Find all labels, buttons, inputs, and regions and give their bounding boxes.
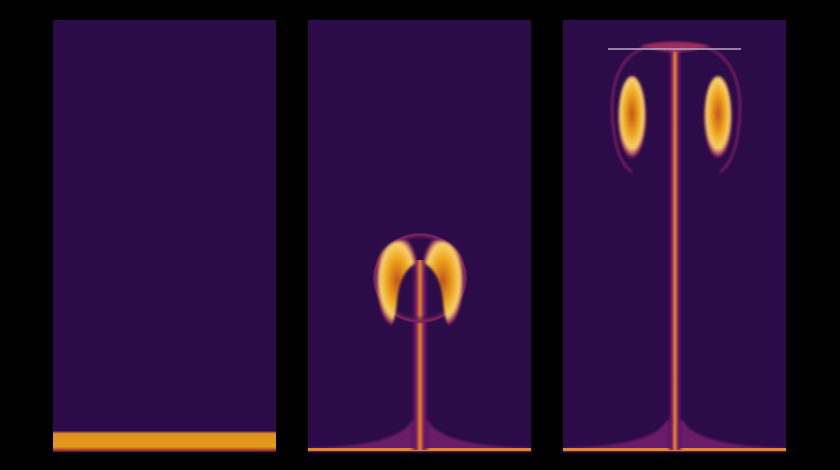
right-lobe [422,240,464,330]
panel-field [53,20,276,452]
plume-head [376,240,464,330]
hot-layer [53,431,276,452]
left-lobe [376,240,418,330]
panel-middle [308,20,531,452]
plume-head [618,76,732,160]
plume-stem [667,48,683,450]
left-lobe [618,76,646,160]
panel-final [563,20,786,452]
panel-initial [53,20,276,452]
right-lobe [704,76,732,160]
